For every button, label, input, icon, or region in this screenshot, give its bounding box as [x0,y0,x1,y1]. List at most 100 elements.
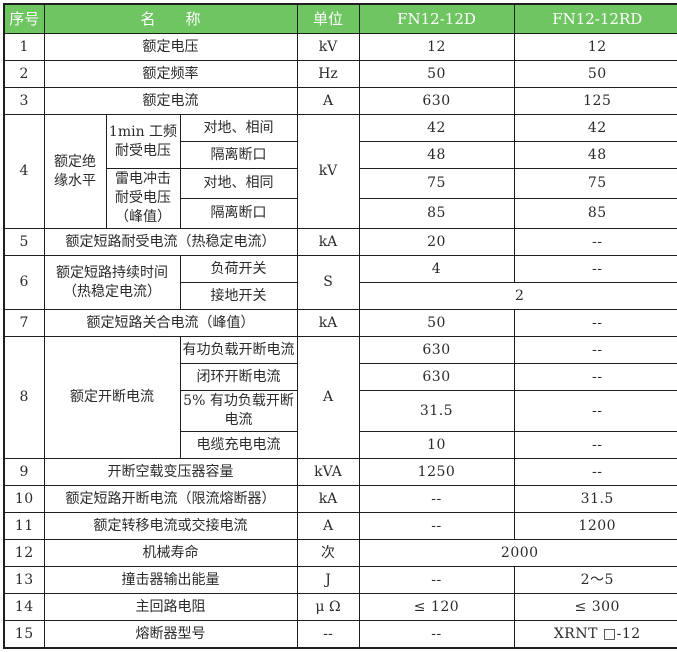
row-unit: S [296,254,360,311]
row-item-name: 接地开关 [179,282,298,311]
table-row: 14 主回路电阻 μ Ω ≤ 120 ≤ 300 [3,593,677,622]
value-fn12-12rd: -- [513,390,677,432]
row-name: 额定电压 [43,33,298,62]
row-unit: kV [296,33,360,62]
row-subgroup-name: 雷电冲击 耐受电压 （峰值） [105,168,181,229]
value-fn12-12rd: 1200 [513,512,677,541]
value-fn12-12rd: 85 [513,198,677,229]
header-row: 序号 名 称 单位 FN12-12D FN12-12RD [3,3,677,35]
value-fn12-12d: 630 [358,363,515,392]
row-name: 额定短路开断电流（限流熔断器） [43,485,298,514]
table-row: 5 额定短路耐受电流（热稳定电流） kA 20 -- [3,227,677,257]
value-fn12-12rd: 48 [513,141,677,170]
row-name: 额定转移电流或交接电流 [43,512,298,541]
value-fn12-12d: 42 [358,114,515,143]
row-no: 8 [3,336,45,460]
table-row: 12 机械寿命 次 2000 [3,539,677,568]
value-fn12-12d: 75 [358,168,515,200]
value-both-models: 2 [358,282,677,311]
value-fn12-12d: 10 [358,430,515,460]
row-no: 11 [3,512,45,541]
row-name: 机械寿命 [43,539,298,568]
table-row: 11 额定转移电流或交接电流 A -- 1200 [3,512,677,541]
row-unit: -- [296,620,360,649]
value-fn12-12d: -- [358,485,515,514]
table-row: 雷电冲击 耐受电压 （峰值） 对地、相同 75 75 [4,168,677,229]
table-row: 闭环开断电流 630 -- [4,363,677,392]
value-fn12-12rd: 125 [513,87,677,116]
row-item-name: 5% 有功负载开断 电流 [179,390,298,432]
table-row: 接地开关 2 [4,282,677,311]
row-name: 额定频率 [43,60,298,89]
value-fn12-12rd: -- [513,430,677,460]
value-fn12-12rd: 50 [513,60,677,89]
col-header-no: 序号 [3,3,45,35]
row-subgroup-name: 1min 工频 耐受电压 [105,114,181,170]
row-item-name: 隔离断口 [179,198,298,229]
row-unit: kV [296,114,360,229]
row-group-name: 额定开断电流 [43,336,181,460]
row-no: 6 [3,254,45,311]
value-fn12-12d: 50 [358,60,515,89]
row-no: 10 [3,485,45,514]
table-row: 13 撞击器输出能量 J -- 2～5 [3,566,677,595]
row-no: 3 [3,87,45,116]
value-fn12-12d: 1250 [358,458,515,487]
row-name: 额定短路耐受电流（热稳定电流） [43,227,298,257]
value-fn12-12d: 85 [358,198,515,229]
value-fn12-12d: 20 [358,227,515,257]
row-name: 熔断器型号 [43,620,298,649]
row-unit: 次 [296,539,360,568]
row-unit: kA [296,227,360,257]
row-no: 14 [3,593,45,622]
table-row: 1 额定电压 kV 12 12 [3,33,677,62]
table-row: 电缆充电电流 10 -- [4,430,677,460]
value-fn12-12d: 48 [358,141,515,170]
row-no: 13 [3,566,45,595]
value-fn12-12d: -- [358,512,515,541]
value-fn12-12rd: 31.5 [513,485,677,514]
value-fn12-12rd: -- [513,227,677,257]
value-fn12-12rd: 42 [513,114,677,143]
row-item-name: 对地、相同 [179,168,298,200]
value-fn12-12rd: -- [513,458,677,487]
value-fn12-12d: 4 [358,254,515,284]
row-no: 1 [3,33,45,62]
row-no: 12 [3,539,45,568]
value-fn12-12d: -- [358,620,515,649]
value-fn12-12d: 31.5 [358,390,515,432]
table-row: 4 额定绝 缘水平 1min 工频 耐受电压 对地、相间 kV 42 42 [3,114,677,229]
row-unit: kA [296,485,360,514]
row-item-name: 隔离断口 [179,141,298,170]
row-name: 额定电流 [43,87,298,116]
table-row: 5% 有功负载开断 电流 31.5 -- [4,390,677,432]
value-fn12-12rd: 2～5 [513,566,677,595]
spec-table: 序号 名 称 单位 FN12-12D FN12-12RD 1 额定电压 kV 1… [3,3,677,649]
row-item-name: 电缆充电电流 [179,430,298,460]
value-fn12-12d: 50 [358,309,515,338]
row-unit: A [296,87,360,116]
table-row: 3 额定电流 A 630 125 [3,87,677,116]
value-fn12-12d: 630 [358,87,515,116]
col-header-model2: FN12-12RD [513,3,677,35]
row-unit: A [296,336,360,460]
value-fn12-12rd: -- [513,363,677,392]
row-unit: kA [296,309,360,338]
value-fn12-12d: 12 [358,33,515,62]
value-fn12-12rd: -- [513,309,677,338]
value-fn12-12rd: ≤ 300 [513,593,677,622]
row-no: 7 [3,309,45,338]
row-unit: Hz [296,60,360,89]
row-unit: kVA [296,458,360,487]
table-row: 隔离断口 85 85 [4,198,677,229]
col-header-name: 名 称 [43,3,298,35]
value-fn12-12rd: XRNT □-12 [513,620,677,649]
row-unit: A [296,512,360,541]
row-name: 撞击器输出能量 [43,566,298,595]
table-row: 2 额定频率 Hz 50 50 [3,60,677,89]
value-fn12-12rd: -- [513,336,677,365]
row-no: 15 [3,620,45,649]
value-fn12-12d: -- [358,566,515,595]
value-fn12-12d: 630 [358,336,515,365]
